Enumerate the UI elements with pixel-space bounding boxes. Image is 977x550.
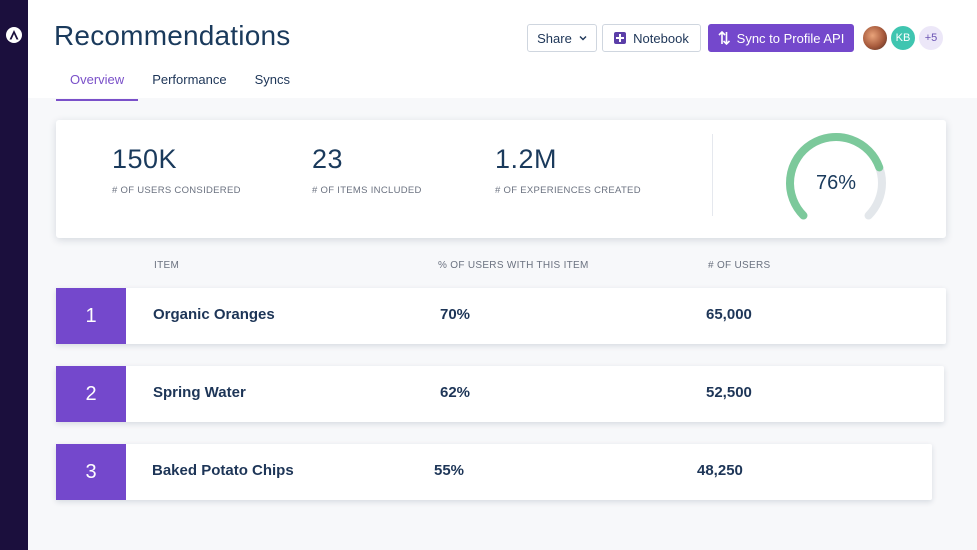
notebook-label: Notebook (633, 30, 689, 46)
rank-badge: 1 (56, 288, 126, 344)
tab-overview[interactable]: Overview (56, 64, 139, 101)
stat-label: # of items included (312, 185, 422, 196)
notebook-button[interactable]: Notebook (602, 24, 701, 52)
tab-syncs[interactable]: Syncs (254, 72, 291, 87)
stat-value: 150K (112, 144, 178, 174)
rank-badge: 2 (56, 366, 126, 422)
gauge-value: 76% (815, 172, 857, 194)
stats-card: 150K # of users considered 23 # of items… (56, 120, 946, 238)
stat-label: # of experiences created (495, 185, 641, 196)
avatar-more-count[interactable]: +5 (917, 24, 945, 52)
item-percent: 55% (434, 462, 465, 479)
item-users: 48,250 (697, 462, 743, 479)
chevron-down-icon (579, 36, 587, 41)
app-logo-icon[interactable] (6, 27, 22, 43)
avatar[interactable] (861, 24, 889, 52)
rank-badge: 3 (56, 444, 126, 500)
stat-experiences-created: 1.2M # of experiences created (495, 144, 641, 196)
app-rail (0, 0, 28, 550)
item-percent: 70% (440, 306, 471, 323)
item-users: 65,000 (706, 306, 752, 323)
stat-value: 1.2M (495, 144, 558, 174)
table-row[interactable]: 1 Organic Oranges 70% 65,000 (56, 288, 946, 344)
item-percent: 62% (440, 384, 471, 401)
table-row[interactable]: 3 Baked Potato Chips 55% 48,250 (56, 444, 932, 500)
share-button[interactable]: Share (527, 24, 597, 52)
sync-label: Sync to Profile API (736, 30, 845, 46)
item-name: Baked Potato Chips (152, 462, 294, 479)
gauge-fill (786, 133, 884, 220)
column-header-item: ITEM (154, 260, 180, 271)
stat-value: 23 (312, 144, 344, 174)
share-label: Share (537, 30, 572, 46)
notebook-icon (614, 32, 627, 44)
item-users: 52,500 (706, 384, 752, 401)
column-header-user-count: # OF USERS (708, 260, 771, 271)
divider (712, 134, 713, 216)
column-header-percent-users: % OF USERS WITH THIS ITEM (438, 260, 589, 271)
page-header: Recommendations Overview Performance Syn… (28, 0, 977, 101)
avatar-initials[interactable]: KB (889, 24, 917, 52)
tab-bar: Overview Performance Syncs (56, 64, 304, 101)
item-name: Spring Water (153, 384, 246, 401)
stat-label: # of users considered (112, 185, 241, 196)
sync-to-profile-api-button[interactable]: Sync to Profile API (708, 24, 854, 52)
page-title: Recommendations (54, 20, 291, 51)
stat-users-considered: 150K # of users considered (112, 144, 241, 196)
sync-icon (718, 31, 730, 45)
stat-items-included: 23 # of items included (312, 144, 422, 196)
progress-gauge (786, 133, 886, 220)
table-row[interactable]: 2 Spring Water 62% 52,500 (56, 366, 944, 422)
item-name: Organic Oranges (153, 306, 275, 323)
tab-performance[interactable]: Performance (152, 72, 227, 87)
